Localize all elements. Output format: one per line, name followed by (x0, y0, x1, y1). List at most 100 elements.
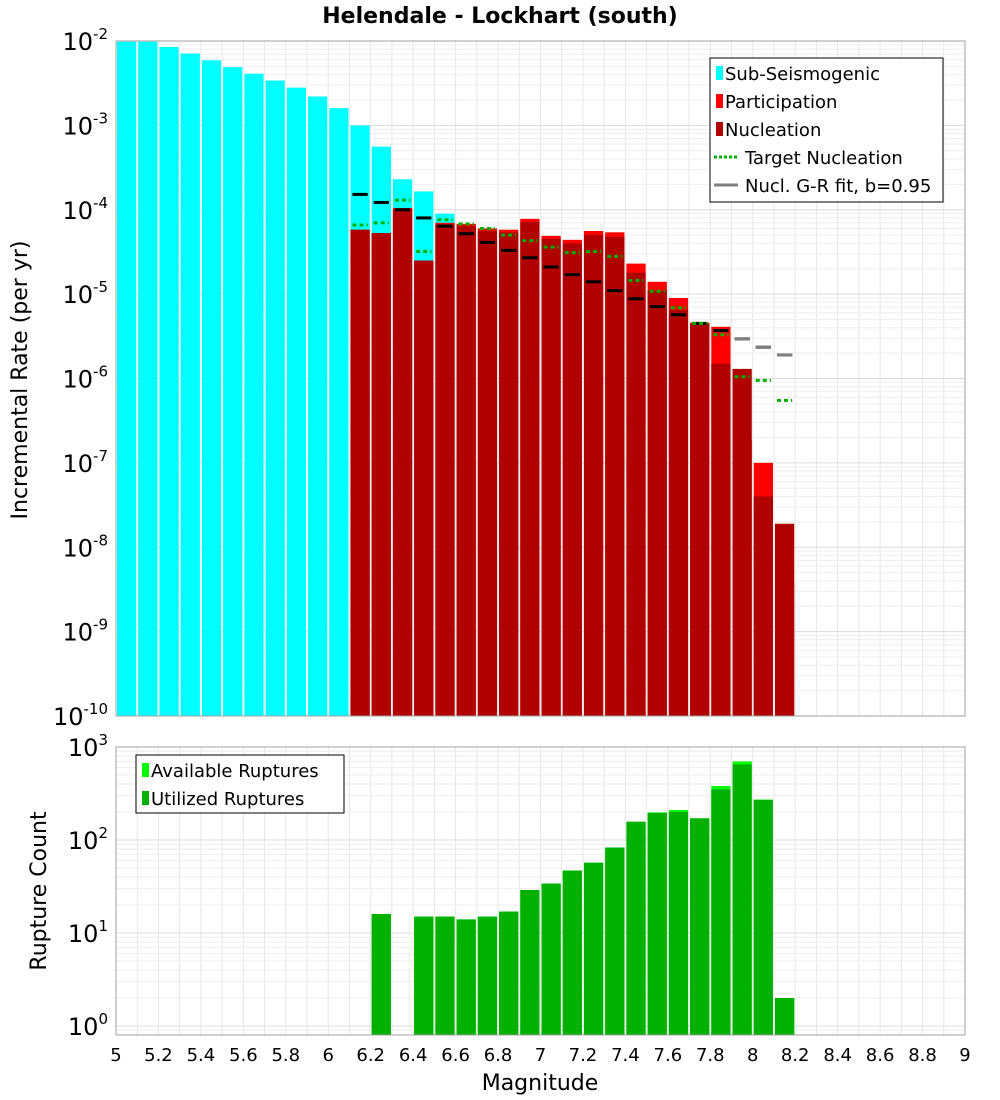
nucleation-bar (605, 236, 625, 716)
y-tick-base: 10 (62, 281, 93, 309)
utilized-ruptures-bar (456, 919, 476, 1035)
y-tick-exponent: -4 (93, 194, 108, 212)
nucleation-bar (499, 232, 519, 716)
x-axis-label: Magnitude (482, 1071, 599, 1096)
sub-seismogenic-bar (329, 108, 349, 717)
utilized-ruptures-bar (647, 813, 667, 1035)
x-tick-label: 8.6 (866, 1045, 895, 1066)
y-tick-base: 10 (68, 1013, 99, 1041)
y-tick-exponent: 3 (98, 731, 108, 749)
nucleation-bar (414, 260, 434, 716)
nucleation-bar (392, 209, 413, 716)
y-tick-base: 10 (62, 366, 93, 394)
utilized-ruptures-bar (520, 889, 540, 1035)
y-tick-exponent: -3 (93, 109, 108, 127)
y-tick-base: 10 (62, 197, 93, 225)
sub-seismogenic-bar (117, 41, 137, 717)
y-tick-base: 10 (68, 920, 99, 948)
sub-seismogenic-bar (159, 46, 179, 717)
y-tick-label: 10-3 (62, 109, 108, 140)
y-tick-label: 103 (68, 731, 108, 762)
nucleation-bar (583, 235, 604, 716)
bottom-y-axis-label: Rupture Count (27, 811, 52, 971)
legend-label: Target Nucleation (744, 148, 903, 169)
x-tick-label: 7 (535, 1045, 546, 1066)
utilized-ruptures-bar (774, 997, 795, 1035)
legend-label: Utilized Ruptures (151, 789, 304, 810)
y-tick-label: 100 (68, 1010, 108, 1041)
y-tick-base: 10 (62, 619, 93, 647)
top-panel: 10-1010-910-810-710-610-510-410-310-2Sub… (53, 25, 966, 731)
utilized-ruptures-bar (414, 916, 434, 1035)
utilized-ruptures-bar (499, 911, 519, 1035)
x-tick-label: 6.8 (484, 1045, 513, 1066)
y-tick-exponent: 1 (98, 917, 108, 935)
utilized-ruptures-bar (690, 818, 710, 1035)
sub-seismogenic-bar (180, 53, 200, 717)
utilized-ruptures-bar (753, 799, 773, 1035)
y-tick-base: 10 (53, 703, 84, 731)
y-tick-label: 10-9 (62, 616, 108, 647)
nucleation-bar (541, 239, 561, 716)
legend-swatch (716, 122, 723, 136)
plot-frame (115, 746, 966, 1036)
x-tick-label: 9 (959, 1045, 970, 1066)
legend-box (709, 57, 944, 203)
sub-seismogenic-bar (265, 80, 285, 716)
y-tick-exponent: 0 (98, 1010, 108, 1028)
y-tick-label: 101 (68, 917, 108, 948)
utilized-ruptures-bar (435, 916, 455, 1035)
nucleation-bar (647, 290, 667, 716)
nucleation-bar (711, 363, 731, 716)
utilized-ruptures-bar (541, 883, 561, 1035)
utilized-ruptures-bar (605, 847, 625, 1035)
legend-label: Nucl. G-R fit, b=0.95 (745, 176, 931, 197)
nucleation-bar (435, 224, 455, 717)
x-tick-label: 6 (323, 1045, 334, 1066)
y-tick-exponent: -2 (93, 25, 108, 43)
nucleation-bar (732, 368, 752, 716)
utilized-ruptures-bar (626, 821, 646, 1035)
x-tick-label: 5 (110, 1045, 121, 1066)
y-tick-exponent: -7 (93, 447, 108, 465)
y-tick-label: 10-7 (62, 447, 108, 478)
utilized-ruptures-bar (668, 812, 689, 1035)
x-tick-label: 5.8 (271, 1045, 300, 1066)
x-tick-label: 5.4 (187, 1045, 216, 1066)
nucleation-bar (371, 233, 391, 716)
y-tick-exponent: -9 (93, 616, 108, 634)
legend-label: Nucleation (725, 120, 821, 141)
sub-seismogenic-bar (244, 73, 264, 716)
y-tick-base: 10 (62, 28, 93, 56)
y-tick-label: 10-10 (53, 700, 108, 731)
utilized-ruptures-bar (711, 789, 731, 1035)
y-tick-exponent: -10 (84, 700, 109, 718)
utilized-ruptures-bar (583, 862, 604, 1035)
y-tick-label: 10-4 (62, 194, 108, 225)
y-tick-base: 10 (62, 534, 93, 562)
legend: Sub-Seismogenic Participation Nucleation Ta… (709, 57, 944, 203)
legend-swatch (142, 763, 149, 777)
legend-swatch (716, 66, 723, 80)
nucleation-bar (562, 243, 582, 717)
y-tick-label: 10-6 (62, 363, 108, 394)
legend-swatch (716, 94, 723, 108)
legend-swatch (142, 791, 149, 805)
legend: Available Ruptures Utilized Ruptures (135, 754, 345, 814)
x-tick-label: 8 (747, 1045, 758, 1066)
x-tick-label: 7.4 (611, 1045, 640, 1066)
nucleation-bar (520, 221, 540, 716)
nucleation-bar (626, 272, 646, 716)
nucleation-bar (690, 323, 710, 716)
x-tick-label: 6.6 (441, 1045, 470, 1066)
x-tick-label: 6.2 (356, 1045, 385, 1066)
chart-title: Helendale - Lockhart (south) (322, 4, 677, 29)
x-tick-label: 5.2 (144, 1045, 173, 1066)
x-tick-label: 7.2 (569, 1045, 598, 1066)
utilized-ruptures-bar (477, 916, 498, 1035)
x-tick-label: 7.8 (696, 1045, 725, 1066)
y-tick-label: 102 (68, 824, 108, 855)
y-tick-label: 10-5 (62, 278, 108, 309)
y-tick-exponent: -5 (93, 278, 108, 296)
